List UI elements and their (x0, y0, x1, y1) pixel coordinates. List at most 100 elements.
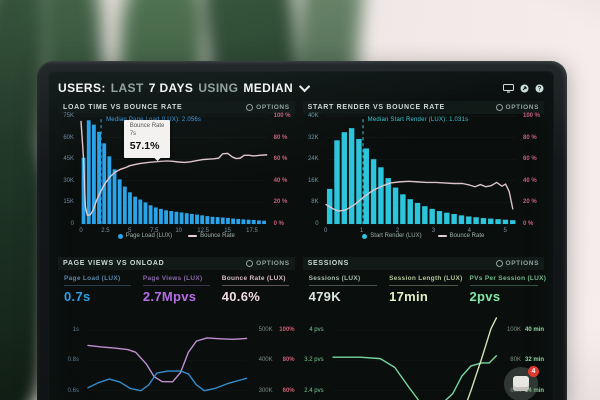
panel-grid: LOAD TIME VS BOUNCE RATE OPTIONS 75K 60K 4… (58, 101, 546, 400)
users-range-selector[interactable]: USERS: LAST 7 DAYS USING MEDIAN (58, 80, 311, 95)
median-annotation: Median Start Render (LUX): 1.031s (367, 117, 469, 123)
options-gear-icon (495, 104, 503, 111)
title-last: LAST (110, 81, 144, 95)
axis-tick: 80 % (523, 134, 537, 141)
options-label: OPTIONS (505, 104, 539, 111)
axis-tick: 20 % (273, 199, 288, 206)
metric-label: Page Views (LUX) (142, 275, 210, 286)
axis-tick: 0 (315, 221, 319, 227)
axis-tick: 20 % (523, 199, 537, 206)
axis-tick: 400K 80% (258, 357, 295, 364)
axis-tick: 100 % (273, 113, 291, 119)
options-button[interactable]: OPTIONS (246, 104, 289, 111)
legend-item[interactable]: Bounce Rate (188, 233, 235, 239)
axis-tick: 100 % (523, 113, 541, 119)
axis-tick: 40 % (273, 177, 288, 184)
metric: Page Load (LUX) 0.7s (64, 275, 131, 312)
display-icon[interactable] (503, 83, 514, 93)
tooltip: Bounce Rate 7s 57.1% (123, 120, 171, 158)
axis-tick: 24K (307, 156, 319, 163)
axis-tick: 40 % (523, 177, 537, 184)
axis-tick: 2.5 (101, 228, 110, 234)
panel-start-render-vs-bounce-rate: START RENDER VS BOUNCE RATE OPTIONS 40K 3… (302, 101, 544, 250)
y-axis-left: 1s0.8s0.6s0.4s (58, 319, 82, 400)
panel-title: PAGE VIEWS VS ONLOAD (63, 260, 165, 267)
axis-tick: 0 (70, 221, 74, 227)
plot-area (333, 319, 496, 400)
tooltip-x-value: 7s (129, 131, 137, 138)
axis-tick: 17.5 (246, 228, 258, 234)
legend-item[interactable]: Start Render (LUX) (362, 233, 422, 239)
metric: Page Views (LUX) 2.7Mpvs (142, 275, 210, 312)
header-icons: ? (503, 83, 544, 93)
panel-header: START RENDER VS BOUNCE RATE OPTIONS (302, 101, 544, 114)
axis-tick: 5 (503, 228, 507, 234)
axis-tick: 15 (224, 228, 231, 234)
plot-area: Median Page Load (LUX): 2.056s Bounce Ra… (79, 115, 267, 234)
legend-dot-icon (362, 233, 368, 239)
chevron-down-icon (299, 80, 311, 93)
metric-value: 17min (389, 289, 429, 304)
metric: PVs Per Session (LUX) 2pvs (469, 275, 546, 312)
help-icon[interactable]: ? (535, 84, 544, 93)
panel-sessions: SESSIONS OPTIONS Sessions (LUX) 479K Sessi… (302, 257, 546, 400)
legend-label: Bounce Rate (449, 233, 485, 239)
tooltip-series: Bounce Rate (129, 123, 165, 130)
plot-area (88, 319, 247, 400)
y-axis-right: 100 % 80 % 60 % 40 % 20 % 0 % (520, 113, 544, 227)
panel-header: LOAD TIME VS BOUNCE RATE OPTIONS (58, 101, 295, 114)
metric-label: Page Load (LUX) (64, 275, 131, 286)
axis-tick: 80 % (273, 134, 288, 141)
legend-item[interactable]: Page Load (LUX) (117, 233, 173, 239)
notification-thumbnail[interactable]: 4 (504, 366, 539, 400)
notification-badge: 4 (528, 366, 539, 377)
axis-tick: 16K (307, 177, 319, 184)
legend-item[interactable]: Bounce Rate (437, 233, 485, 239)
page-views-chart: 1s0.8s0.6s0.4s 500K100%400K80%300K60%200… (58, 316, 295, 400)
axis-tick: 45K (63, 156, 74, 163)
metrics-row: Sessions (LUX) 479K Session Length (LUX) 17… (303, 270, 546, 316)
options-button[interactable]: OPTIONS (495, 104, 539, 111)
metric-value: 0.7s (64, 289, 91, 304)
options-label: OPTIONS (256, 104, 290, 111)
axis-tick: 1 (359, 228, 364, 234)
legend-label: Start Render (LUX) (370, 233, 422, 239)
options-button[interactable]: OPTIONS (246, 260, 289, 267)
panel-title: SESSIONS (307, 260, 350, 267)
axis-tick: 8K (311, 199, 319, 206)
start-render-chart: 40K 32K 24K 16K 8K 0 Median Start Render (LUX… (303, 113, 544, 236)
axis-tick: 100K 40 min (506, 327, 544, 334)
panel-header: PAGE VIEWS VS ONLOAD OPTIONS (58, 257, 295, 270)
axis-tick: 2 (395, 228, 400, 234)
options-gear-icon (246, 104, 254, 111)
axis-tick: 0 (79, 228, 83, 234)
legend-line-icon (437, 235, 447, 237)
options-button[interactable]: OPTIONS (495, 260, 539, 267)
legend-label: Page Load (LUX) (125, 233, 173, 239)
options-gear-icon (495, 260, 503, 267)
metric-value: 2.7Mpvs (142, 289, 197, 304)
options-gear-icon (246, 260, 254, 267)
axis-tick: 3 (431, 228, 436, 234)
title-median: MEDIAN (243, 81, 294, 95)
metric-value: 40.6% (221, 289, 261, 304)
options-label: OPTIONS (505, 260, 539, 267)
axis-tick: 30K (63, 177, 74, 184)
axis-tick: 0 (323, 228, 328, 234)
panel-page-views-vs-onload: PAGE VIEWS VS ONLOAD OPTIONS Page Load (… (58, 257, 295, 400)
plot-area: Median Start Render (LUX): 1.031s 0 1 2 3 4 5 (324, 115, 516, 234)
dashboard-screen: USERS: LAST 7 DAYS USING MEDIAN ? (48, 71, 554, 400)
panel-load-time-vs-bounce-rate: LOAD TIME VS BOUNCE RATE OPTIONS 75K 60K 4… (58, 101, 295, 250)
axis-tick: 4 (467, 228, 471, 234)
axis-tick: 7.5 (150, 228, 159, 234)
dashboard-header: USERS: LAST 7 DAYS USING MEDIAN ? (58, 77, 544, 99)
y-axis-left: 75K 60K 45K 30K 15K 0 (58, 113, 77, 227)
panel-header: SESSIONS OPTIONS (302, 257, 544, 270)
tooltip-value: 57.1% (129, 139, 160, 152)
share-icon[interactable] (520, 84, 529, 93)
